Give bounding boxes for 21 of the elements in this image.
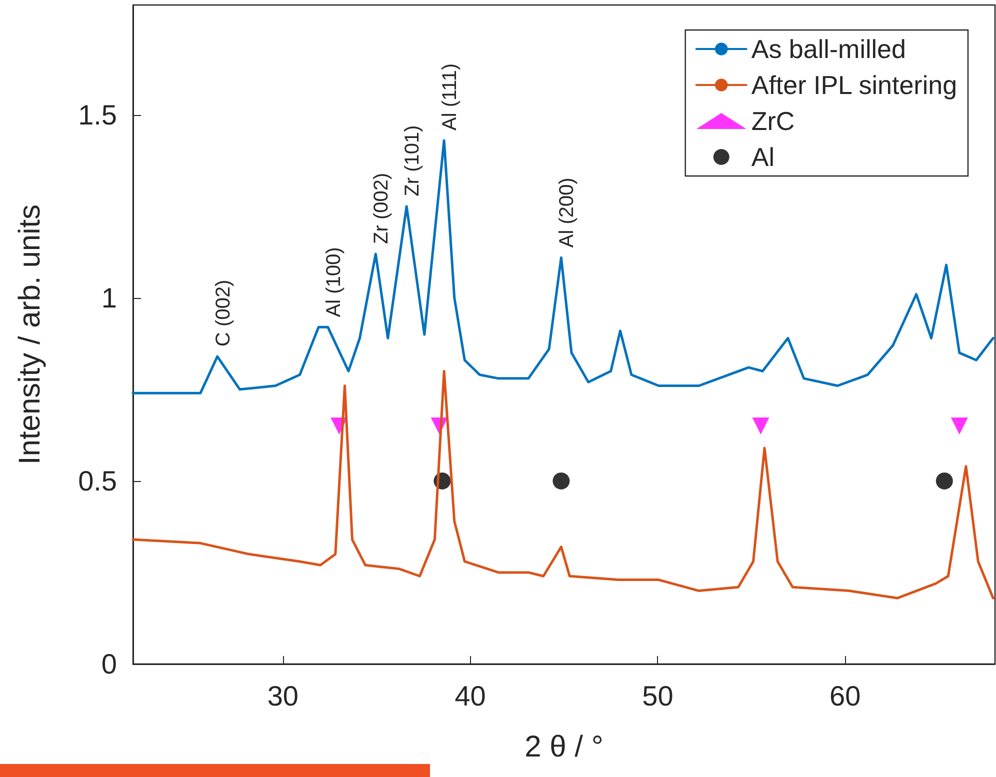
annotation: Zr (101) [402,125,424,196]
annotation: C (002) [212,280,234,346]
x-tick-label: 60 [830,680,861,712]
legend-label: ZrC [751,106,795,136]
x-tick-label: 40 [454,680,486,712]
y-axis-title: Intensity / arb. units [14,204,46,465]
y-tick-label: 0.5 [78,465,117,496]
line-series [132,370,994,600]
legend-label: After IPL sintering [751,70,958,100]
legend-label: As ball-milled [751,34,906,64]
y-tick-label: 1 [101,282,117,314]
annotation: Zr (002) [370,172,393,244]
x-axis-title: 2 θ / ° [524,730,604,764]
y-tick-label: 0 [101,648,117,680]
annotation: Al (200) [556,178,578,248]
annotation: Al (100) [322,247,345,318]
x-tick-label: 50 [642,680,674,712]
y-tick-label: 1.5 [78,99,117,130]
x-tick-label: 30 [267,680,298,712]
annotation: Al (111) [439,63,462,130]
legend-label: Al [751,142,774,172]
